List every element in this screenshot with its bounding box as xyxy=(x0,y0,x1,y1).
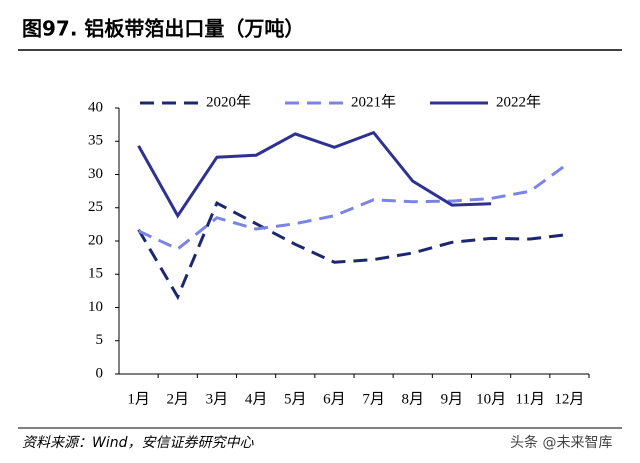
y-tick-label: 40 xyxy=(88,99,103,115)
y-tick-label: 15 xyxy=(88,266,103,282)
x-tick-label: 5月 xyxy=(284,391,307,407)
y-tick-label: 25 xyxy=(88,199,103,215)
y-tick-label: 5 xyxy=(96,332,104,348)
x-tick-label: 1月 xyxy=(127,391,150,407)
y-tick-label: 0 xyxy=(96,365,104,381)
x-tick-label: 4月 xyxy=(245,391,268,407)
x-tick-label: 12月 xyxy=(554,391,584,407)
y-tick-label: 35 xyxy=(88,133,103,149)
x-tick-label: 10月 xyxy=(476,391,506,407)
x-tick-label: 3月 xyxy=(206,391,229,407)
chart-title: 图97. 铝板带箔出口量（万吨） xyxy=(22,17,304,41)
x-tick-label: 7月 xyxy=(362,391,385,407)
y-tick-label: 10 xyxy=(88,299,103,315)
legend-label: 2022年 xyxy=(496,93,541,110)
line-series xyxy=(137,201,570,301)
source: 资料来源：Wind，安信证券研究中心 xyxy=(22,435,254,451)
legend-label: 2021年 xyxy=(351,93,396,110)
x-tick-label: 8月 xyxy=(401,391,424,407)
x-tick-label: 6月 xyxy=(323,391,346,407)
y-tick-label: 20 xyxy=(88,232,103,248)
watermark: 头条 @未来智库 xyxy=(510,434,612,451)
line-series xyxy=(137,161,571,251)
x-tick-label: 2月 xyxy=(166,391,189,407)
y-tick-label: 30 xyxy=(88,166,103,182)
line-series xyxy=(137,130,492,219)
x-tick-label: 11月 xyxy=(516,391,545,407)
x-tick-label: 9月 xyxy=(441,391,464,407)
legend-label: 2020年 xyxy=(206,93,251,110)
